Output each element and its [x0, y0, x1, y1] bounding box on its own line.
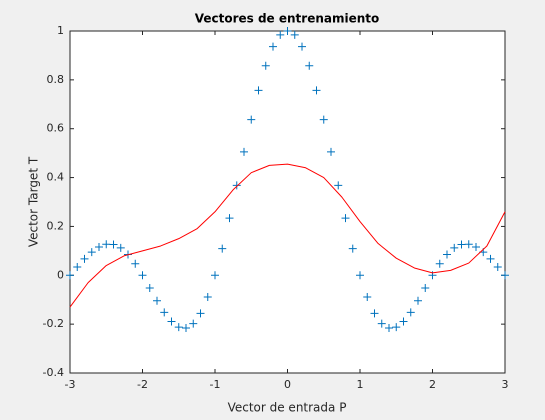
data-point	[153, 296, 161, 305]
data-point	[399, 317, 408, 326]
x-tick-label: 1	[357, 378, 364, 391]
data-point	[174, 323, 183, 332]
data-point	[80, 254, 89, 263]
data-point	[370, 309, 379, 318]
data-point	[196, 309, 205, 318]
x-tick-label: -1	[210, 378, 221, 391]
x-tick-label: -2	[137, 378, 148, 391]
plot-area	[70, 31, 505, 373]
data-point	[182, 324, 190, 333]
data-point	[305, 61, 314, 70]
data-point	[254, 86, 263, 95]
data-point	[167, 317, 176, 326]
data-point	[312, 86, 321, 95]
data-point	[377, 319, 386, 328]
data-point	[385, 324, 393, 333]
data-point	[472, 242, 480, 251]
data-point	[363, 293, 372, 302]
x-tick-label: 2	[429, 378, 436, 391]
data-point	[247, 115, 256, 124]
data-point	[327, 147, 335, 156]
data-point	[95, 242, 103, 251]
data-point	[421, 283, 430, 292]
data-point	[392, 323, 401, 332]
data-point	[493, 262, 502, 271]
data-point	[189, 319, 198, 328]
data-point	[87, 248, 96, 257]
data-point	[109, 240, 118, 249]
y-tick-label: 0	[57, 268, 64, 281]
data-point	[211, 271, 219, 280]
data-point	[406, 308, 415, 317]
y-tick-label: 0.2	[47, 219, 65, 232]
y-axis-label: Vector Target T	[27, 156, 41, 247]
data-point	[102, 240, 111, 249]
data-point	[131, 259, 140, 268]
data-point	[319, 115, 328, 124]
x-tick-label: 0	[284, 378, 291, 391]
data-point	[261, 61, 270, 70]
y-tick-label: 0.6	[47, 122, 65, 135]
x-axis-label: Vector de entrada P	[228, 401, 347, 415]
chart-title: Vectores de entrenamiento	[195, 12, 380, 26]
data-point	[435, 259, 444, 268]
data-point	[145, 283, 154, 292]
data-point	[218, 244, 227, 253]
data-point	[450, 243, 459, 252]
data-point	[356, 271, 364, 280]
data-point	[334, 181, 343, 190]
data-point	[348, 244, 357, 253]
data-point	[240, 147, 248, 156]
data-point	[290, 30, 299, 39]
data-point	[276, 30, 285, 39]
data-point	[232, 181, 241, 190]
data-point	[138, 271, 147, 280]
data-point	[225, 214, 234, 223]
data-point	[501, 271, 509, 280]
data-point	[203, 293, 212, 302]
data-point	[283, 27, 292, 35]
x-tick-label: -3	[65, 378, 76, 391]
data-point	[66, 271, 74, 280]
y-tick-label: -0.2	[43, 317, 64, 330]
fit-line	[69, 163, 506, 308]
data-point	[73, 262, 82, 271]
x-tick-label: 3	[502, 378, 509, 391]
data-point	[341, 214, 350, 223]
data-point	[160, 308, 169, 317]
data-point	[486, 254, 495, 263]
y-tick-label: 1	[57, 24, 64, 37]
data-point	[414, 296, 422, 305]
y-tick-label: -0.4	[43, 366, 64, 379]
data-point	[443, 250, 451, 259]
data-point	[298, 42, 306, 51]
y-tick-label: 0.4	[47, 171, 65, 184]
data-point	[457, 240, 466, 249]
y-tick-label: 0.8	[47, 73, 65, 86]
data-point	[116, 243, 125, 252]
data-point	[464, 240, 473, 249]
data-point	[269, 42, 277, 51]
